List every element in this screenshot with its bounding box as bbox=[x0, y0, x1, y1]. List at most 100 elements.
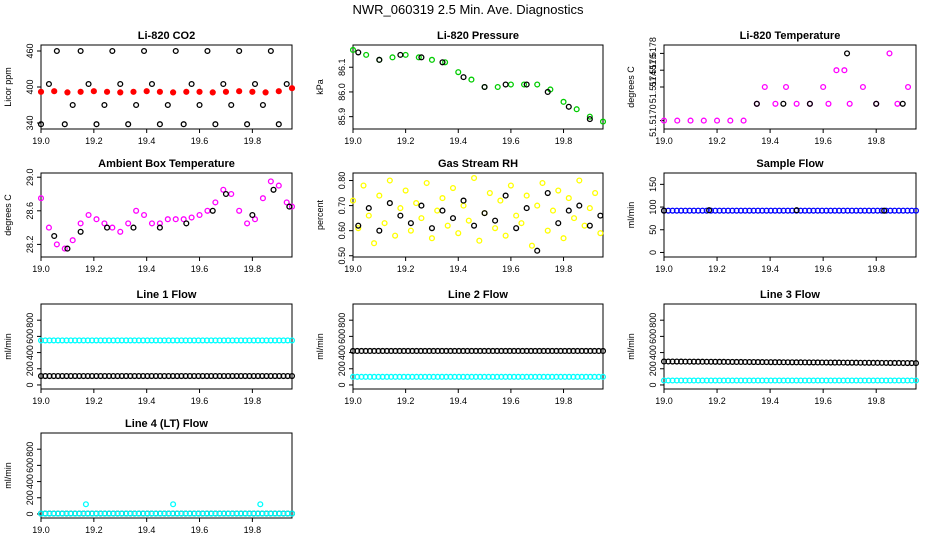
data-point bbox=[180, 121, 187, 128]
data-point bbox=[220, 80, 227, 88]
data-point bbox=[77, 220, 84, 227]
data-point bbox=[714, 117, 721, 124]
x-tick-label: 19.6 bbox=[502, 396, 520, 406]
data-point bbox=[565, 195, 572, 202]
data-point bbox=[428, 225, 435, 232]
data-point bbox=[212, 199, 219, 206]
data-point bbox=[460, 202, 467, 209]
data-point bbox=[209, 89, 216, 96]
data-point bbox=[873, 100, 880, 107]
data-point bbox=[133, 207, 140, 214]
data-point bbox=[355, 49, 362, 56]
data-point bbox=[581, 222, 588, 229]
x-tick-label: 19.6 bbox=[191, 396, 209, 406]
data-point bbox=[843, 50, 851, 57]
data-point bbox=[228, 101, 235, 109]
data-point bbox=[164, 216, 171, 223]
data-point bbox=[389, 54, 396, 61]
data-point bbox=[444, 222, 451, 229]
data-point bbox=[156, 224, 163, 231]
x-tick-label: 19.2 bbox=[85, 396, 103, 406]
data-point bbox=[899, 100, 906, 107]
data-point bbox=[397, 51, 404, 58]
data-point bbox=[360, 182, 367, 189]
data-point bbox=[471, 222, 478, 229]
data-point bbox=[544, 227, 551, 234]
y-tick-label: 800 bbox=[337, 313, 347, 328]
ambient-box-temp-series-1 bbox=[51, 186, 293, 252]
data-point bbox=[442, 59, 449, 66]
data-point bbox=[371, 240, 378, 247]
line3-flow-chart: Line 3 Flow 19.0 19.2 19.4 19.6 19.8 0 20040060… bbox=[626, 289, 920, 406]
gas-stream-rh-plot-frame bbox=[352, 172, 604, 258]
data-point bbox=[53, 47, 60, 55]
y-tick-label: 200 bbox=[25, 361, 35, 376]
data-point bbox=[859, 83, 866, 91]
data-point bbox=[392, 232, 399, 239]
ambient-box-temp-chart: Ambient Box Temperature 19.0 19.2 19.4 19.6 1… bbox=[3, 158, 296, 274]
data-point bbox=[236, 88, 243, 95]
data-point bbox=[82, 501, 89, 508]
pressure-title: Li-820 Pressure bbox=[437, 30, 519, 42]
data-point bbox=[228, 190, 235, 198]
x-tick-label: 19.2 bbox=[85, 136, 103, 146]
data-point bbox=[259, 195, 266, 202]
data-point bbox=[117, 228, 124, 235]
data-point bbox=[497, 197, 504, 204]
x-tick-label: 19.2 bbox=[397, 136, 415, 146]
y-tick-label: 0.70 bbox=[337, 197, 347, 215]
co2-series-1 bbox=[37, 47, 290, 128]
data-point bbox=[700, 117, 707, 124]
data-point bbox=[288, 203, 296, 210]
data-point bbox=[196, 88, 203, 95]
y-tick-label: 51.5178 bbox=[648, 37, 658, 70]
data-point bbox=[101, 220, 108, 227]
x-tick-label: 19.0 bbox=[344, 396, 362, 406]
y-tick-label: 86.1 bbox=[337, 58, 347, 76]
y-tick-label: 51.5176 bbox=[648, 54, 658, 87]
data-point bbox=[386, 200, 393, 207]
x-tick-label: 19.0 bbox=[32, 136, 50, 146]
data-point bbox=[820, 83, 827, 91]
y-tick-label: 800 bbox=[648, 313, 658, 328]
ambient-box-temp-series-0 bbox=[37, 178, 296, 252]
data-point bbox=[560, 98, 567, 105]
data-point bbox=[381, 220, 388, 227]
data-point bbox=[188, 80, 195, 88]
line4-flow-plot-frame bbox=[40, 432, 293, 519]
data-point bbox=[521, 81, 528, 88]
y-tick-label: 200 bbox=[337, 361, 347, 376]
data-point bbox=[586, 222, 593, 229]
y-tick-label: 86.0 bbox=[337, 83, 347, 101]
data-point bbox=[101, 101, 108, 109]
data-point bbox=[455, 69, 462, 76]
data-point bbox=[513, 225, 520, 232]
data-point bbox=[740, 117, 747, 124]
data-point bbox=[912, 377, 920, 384]
data-point bbox=[51, 232, 58, 240]
data-point bbox=[251, 80, 259, 88]
data-point bbox=[262, 89, 269, 96]
data-point bbox=[423, 179, 430, 187]
data-point bbox=[183, 88, 190, 95]
gas-stream-rh-chart: Gas Stream RH 19.0 19.2 19.4 19.6 19.8 0.50 0.6… bbox=[315, 158, 604, 274]
data-point bbox=[51, 88, 58, 95]
data-point bbox=[397, 212, 404, 219]
data-point bbox=[170, 501, 177, 508]
data-point bbox=[439, 59, 446, 66]
ambient-box-temp-title: Ambient Box Temperature bbox=[98, 158, 235, 170]
sample-flow-title: Sample Flow bbox=[756, 158, 824, 170]
pressure-ylabel: kPa bbox=[315, 79, 325, 95]
y-tick-label: 29.0 bbox=[25, 168, 35, 186]
pressure-series-1 bbox=[355, 49, 593, 123]
x-tick-label: 19.4 bbox=[138, 136, 156, 146]
data-point bbox=[912, 207, 920, 214]
sample-flow-chart: Sample Flow 19.0 19.2 19.4 19.6 19.8 0 50 100 150… bbox=[626, 158, 920, 274]
data-point bbox=[349, 46, 357, 53]
data-point bbox=[904, 83, 912, 91]
data-point bbox=[275, 182, 282, 189]
data-point bbox=[460, 197, 467, 204]
line4-flow-series-1 bbox=[37, 510, 296, 517]
data-point bbox=[599, 373, 607, 380]
